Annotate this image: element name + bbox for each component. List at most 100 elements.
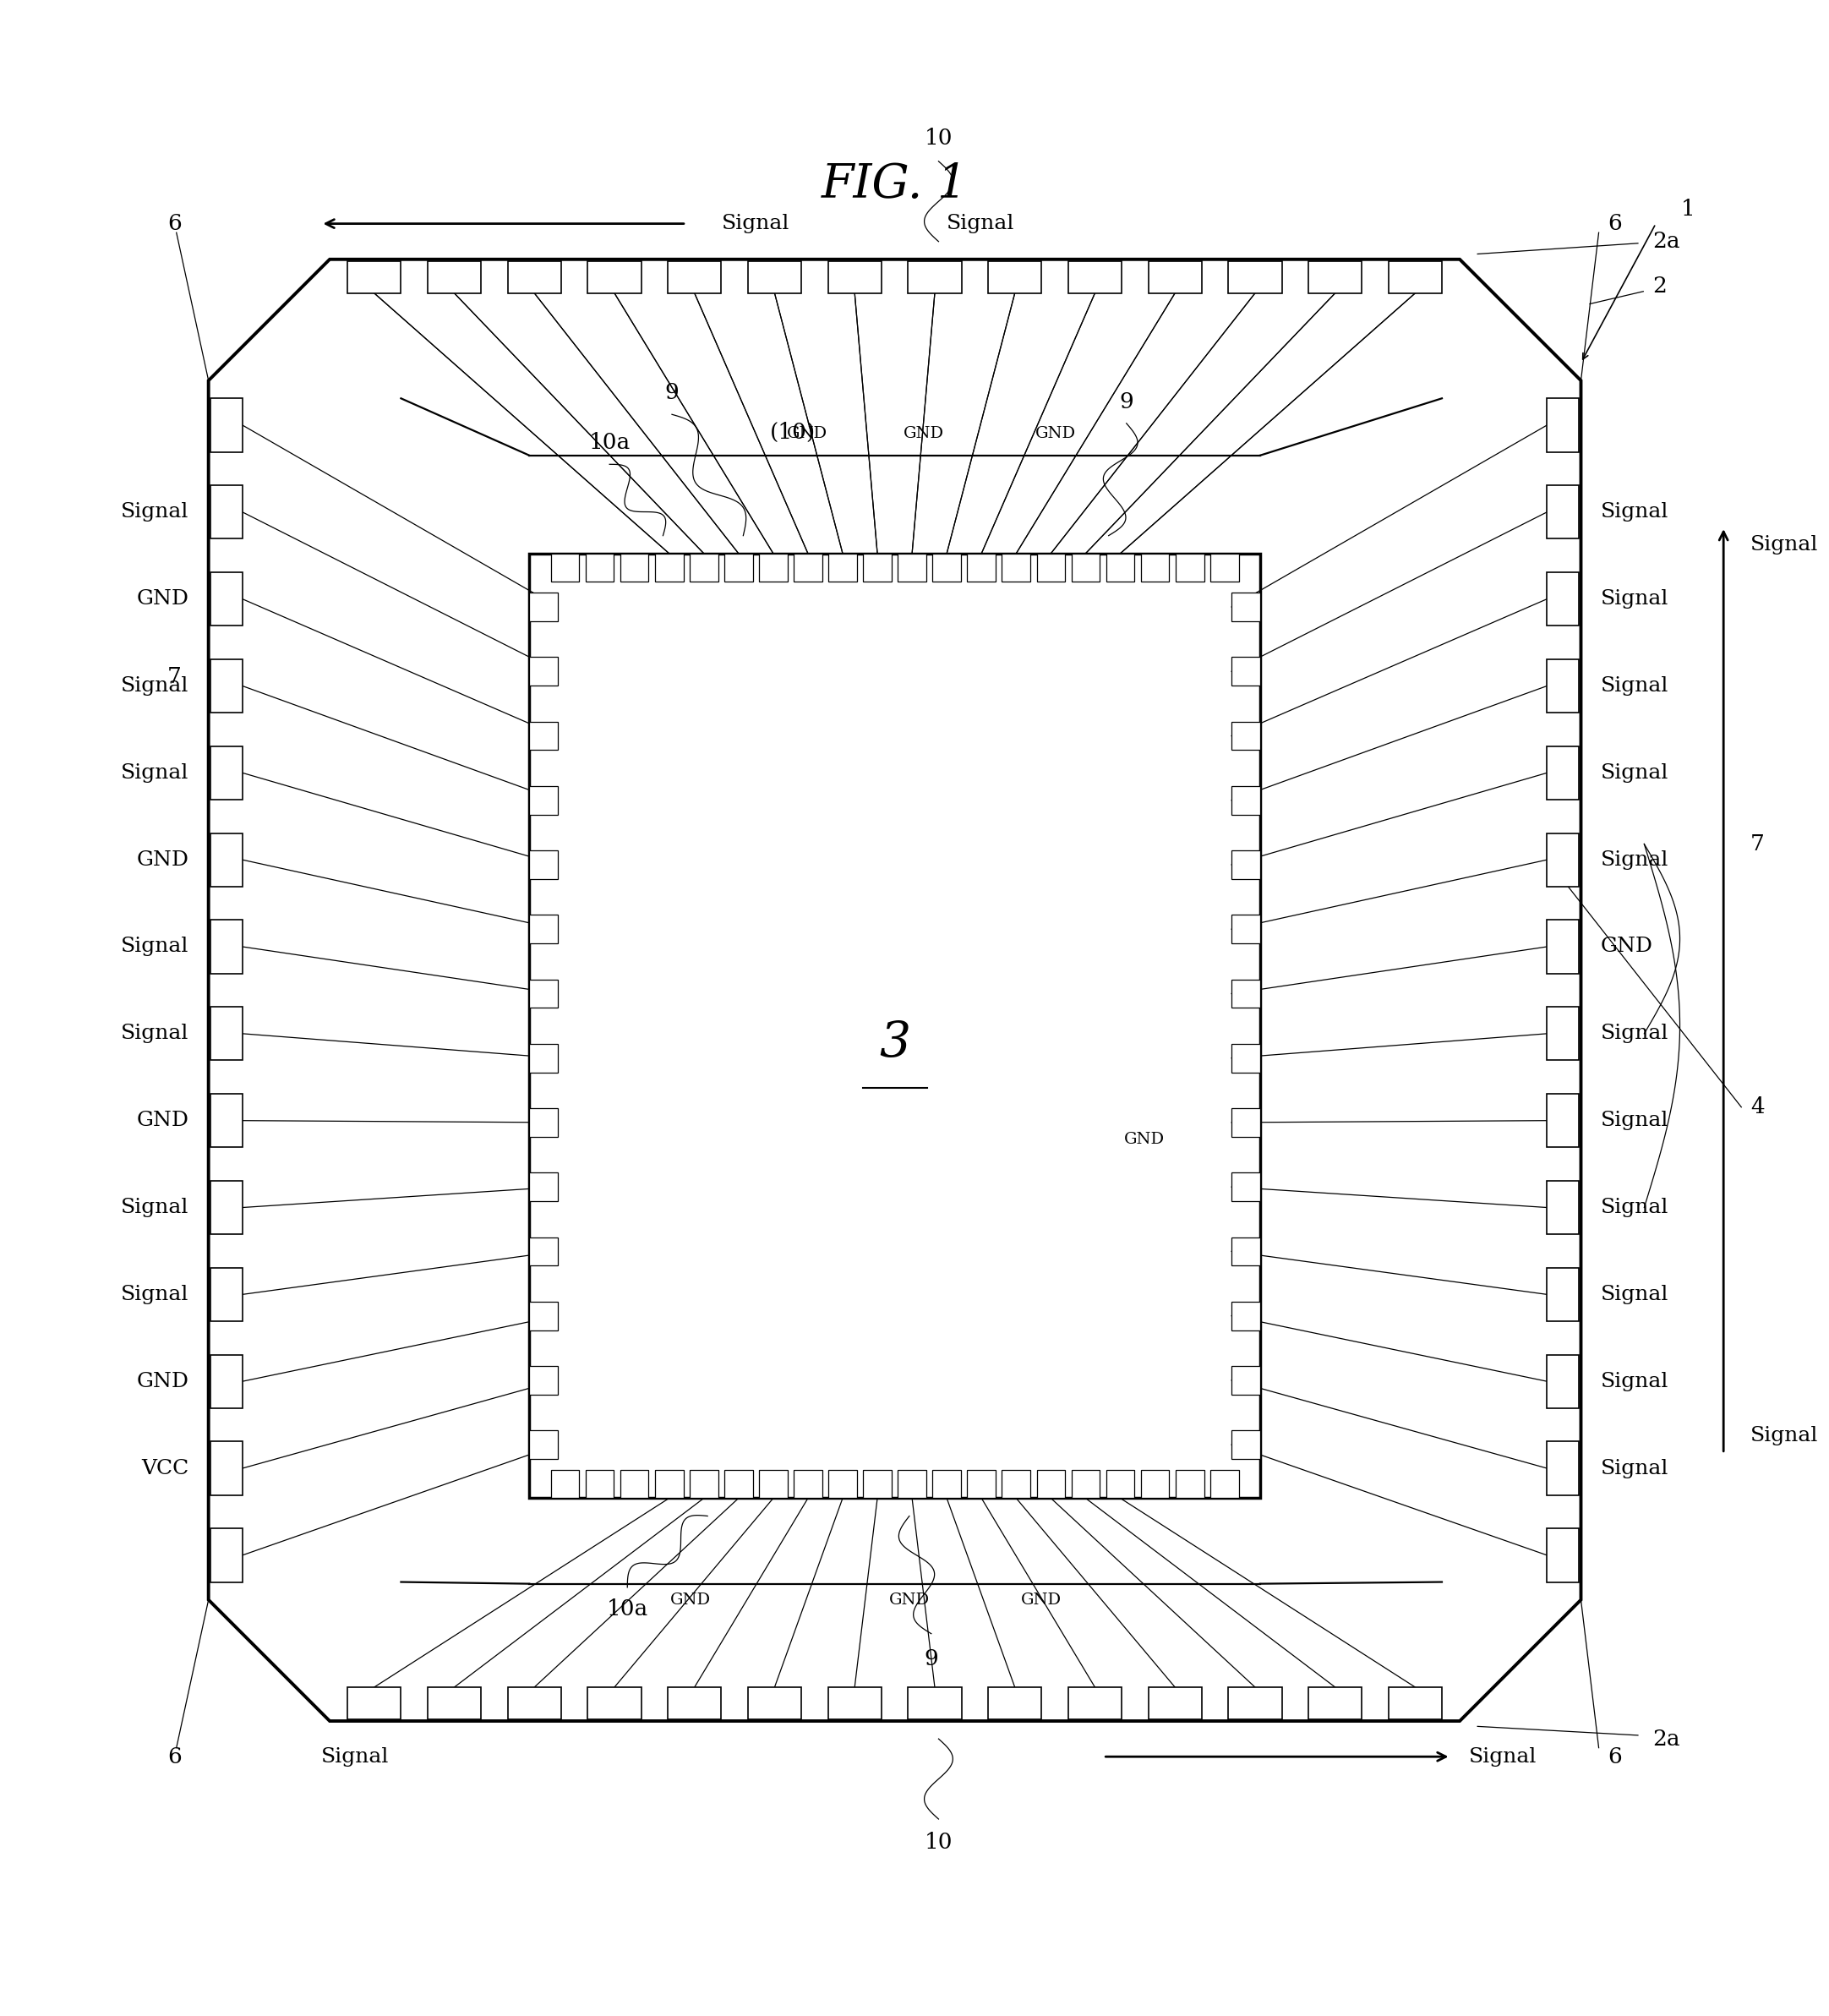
Bar: [988, 1687, 1041, 1720]
Text: 2: 2: [1652, 276, 1666, 296]
Text: Signal: Signal: [1600, 764, 1668, 782]
Text: GND: GND: [669, 1593, 710, 1609]
Bar: [724, 554, 754, 583]
Text: 10: 10: [924, 127, 953, 149]
Bar: [1002, 554, 1030, 583]
Bar: [1308, 262, 1363, 292]
Text: Signal: Signal: [1600, 851, 1668, 869]
Text: FIG. 1: FIG. 1: [821, 161, 968, 208]
Bar: [529, 554, 1260, 1498]
Bar: [655, 1470, 684, 1498]
Text: Signal: Signal: [121, 675, 188, 696]
Text: GND: GND: [889, 1593, 929, 1609]
Bar: [529, 1302, 558, 1331]
Bar: [1231, 1044, 1260, 1073]
Bar: [1547, 1268, 1578, 1320]
Text: 10a: 10a: [589, 431, 631, 454]
Bar: [1231, 980, 1260, 1008]
Bar: [508, 262, 562, 292]
Text: 6: 6: [168, 1746, 181, 1768]
Text: Signal: Signal: [1600, 1371, 1668, 1391]
Bar: [759, 1470, 788, 1498]
Bar: [529, 851, 558, 879]
Bar: [508, 1687, 562, 1720]
Text: 2a: 2a: [1652, 232, 1679, 252]
Bar: [1141, 554, 1169, 583]
Bar: [620, 1470, 649, 1498]
Bar: [348, 1687, 401, 1720]
Bar: [1068, 1687, 1121, 1720]
Bar: [1107, 1470, 1134, 1498]
Bar: [1547, 919, 1578, 974]
Bar: [529, 593, 558, 621]
Bar: [968, 1470, 995, 1498]
Text: GND: GND: [137, 1111, 188, 1131]
Text: 6: 6: [1608, 1746, 1622, 1768]
Bar: [1231, 915, 1260, 943]
Text: 9: 9: [924, 1647, 938, 1669]
Bar: [1547, 573, 1578, 625]
Text: Signal: Signal: [1600, 589, 1668, 609]
Bar: [551, 554, 580, 583]
Bar: [529, 786, 558, 814]
Text: GND: GND: [904, 425, 944, 442]
Bar: [210, 486, 243, 538]
Bar: [210, 659, 243, 712]
Bar: [1547, 746, 1578, 800]
Bar: [348, 262, 401, 292]
Text: Signal: Signal: [722, 214, 790, 234]
Bar: [1547, 659, 1578, 712]
Text: Signal: Signal: [1600, 675, 1668, 696]
Bar: [210, 833, 243, 887]
Bar: [1176, 1470, 1203, 1498]
Bar: [1231, 593, 1260, 621]
Bar: [968, 554, 995, 583]
Text: Signal: Signal: [1750, 534, 1818, 554]
Bar: [529, 1367, 558, 1395]
Bar: [1229, 1687, 1282, 1720]
Text: GND: GND: [786, 425, 827, 442]
Bar: [529, 1044, 558, 1073]
Text: Signal: Signal: [1750, 1425, 1818, 1445]
Bar: [1547, 486, 1578, 538]
Bar: [1547, 1006, 1578, 1060]
Bar: [210, 1095, 243, 1147]
Text: Signal: Signal: [121, 1284, 188, 1304]
Bar: [551, 1470, 580, 1498]
Bar: [898, 554, 925, 583]
Text: Signal: Signal: [121, 764, 188, 782]
Bar: [587, 1687, 642, 1720]
Bar: [690, 554, 719, 583]
Text: 3: 3: [880, 1020, 911, 1068]
Text: Signal: Signal: [121, 502, 188, 522]
Bar: [529, 980, 558, 1008]
Bar: [210, 1355, 243, 1407]
Text: GND: GND: [1021, 1593, 1061, 1609]
Bar: [529, 1109, 558, 1137]
Bar: [1229, 262, 1282, 292]
Bar: [829, 1687, 882, 1720]
Bar: [898, 1470, 925, 1498]
Bar: [988, 262, 1041, 292]
Bar: [829, 262, 882, 292]
Bar: [585, 1470, 615, 1498]
Text: Signal: Signal: [121, 1198, 188, 1218]
Bar: [1547, 1441, 1578, 1496]
Text: Signal: Signal: [1469, 1748, 1536, 1766]
Bar: [210, 1268, 243, 1320]
Bar: [668, 262, 721, 292]
Text: GND: GND: [1035, 425, 1075, 442]
Bar: [1547, 399, 1578, 452]
Bar: [1072, 554, 1099, 583]
Bar: [1231, 1238, 1260, 1266]
Bar: [668, 1687, 721, 1720]
Bar: [1037, 1470, 1064, 1498]
Bar: [1149, 262, 1202, 292]
Text: 9: 9: [664, 383, 679, 403]
Bar: [1308, 1687, 1363, 1720]
Bar: [1231, 851, 1260, 879]
Bar: [1547, 1528, 1578, 1583]
Text: GND: GND: [1123, 1131, 1165, 1147]
Text: 4: 4: [1750, 1097, 1765, 1117]
Text: Signal: Signal: [1600, 1460, 1668, 1478]
